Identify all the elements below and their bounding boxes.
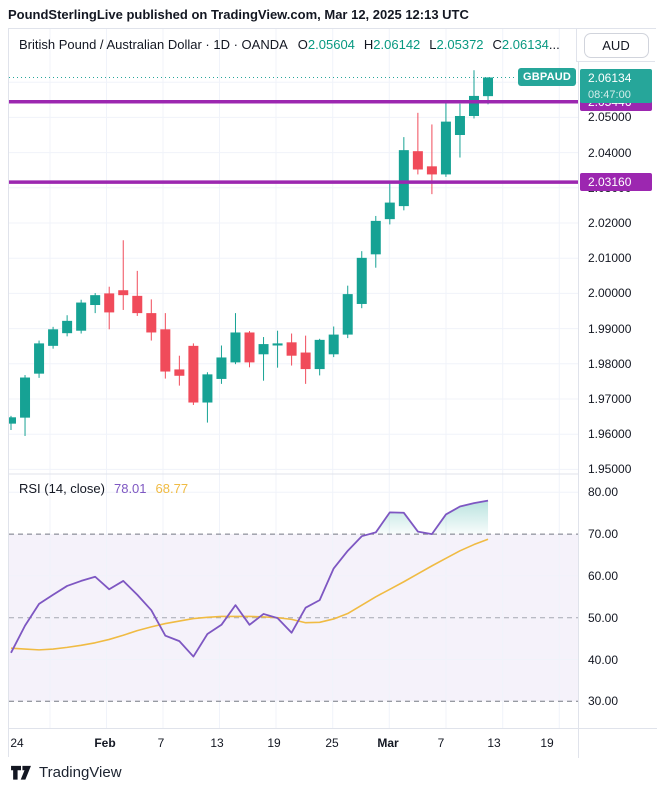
time-tick-label: 24	[10, 736, 24, 750]
candle-body	[34, 343, 45, 374]
candle-body	[440, 121, 451, 175]
candle-body	[328, 334, 339, 355]
rsi-line	[10, 499, 489, 658]
time-tick-label: 19	[540, 736, 554, 750]
candle-body	[286, 342, 297, 356]
rsi-ma-line	[10, 538, 489, 651]
rsi-value: 78.01	[113, 481, 147, 496]
candle-body	[398, 150, 409, 207]
tradingview-brand[interactable]: TradingView	[39, 763, 122, 781]
price-tick-label: 2.00000	[588, 286, 632, 301]
ohlc-values: O2.05604 H2.06142 L2.05372 C2.06134...	[298, 37, 560, 52]
price-tick-label: 40.00	[588, 652, 619, 667]
candle-body	[62, 320, 73, 334]
rsi-legend[interactable]: RSI (14, close) 78.01 68.77	[19, 481, 188, 496]
time-tick-label: 13	[210, 736, 224, 750]
time-tick-label: Feb	[94, 736, 116, 750]
ohlc-item: L2.05372	[429, 37, 484, 52]
price-tick-label: 2.02000	[588, 216, 632, 230]
candle-body	[468, 95, 479, 116]
candle-body	[230, 332, 241, 363]
time-tick-label: 19	[267, 736, 281, 750]
current-price-badge: 2.06134 08:47:00	[580, 68, 652, 103]
candle-body	[76, 302, 87, 331]
candle-body	[300, 352, 311, 370]
price-tick-label: 60.00	[588, 568, 619, 583]
currency-cell: AUD	[576, 29, 655, 62]
price-tick-label: 70.00	[588, 527, 619, 542]
candle-body	[272, 343, 283, 346]
candle-body	[104, 293, 115, 313]
price-tick-label: 1.99000	[588, 321, 632, 336]
attribution-bar: PoundSterlingLive published on TradingVi…	[0, 0, 657, 28]
candle-body	[370, 220, 381, 255]
candle-countdown: 08:47:00	[588, 88, 631, 101]
footer: TradingView	[10, 760, 122, 784]
candle-body	[412, 151, 423, 170]
candle-body	[244, 332, 255, 363]
tradingview-logo-icon	[11, 765, 31, 780]
symbol-legend[interactable]: British Pound / Australian Dollar · 1D ·…	[19, 37, 560, 52]
candle-body	[160, 329, 171, 372]
ohlc-item: O2.05604	[297, 37, 355, 52]
candle-body	[48, 329, 59, 346]
price-tick-label: 50.00	[588, 610, 619, 625]
price-tick-label: 2.01000	[588, 251, 632, 266]
candle-body	[90, 295, 101, 306]
candle-body	[384, 202, 395, 220]
candle-body	[426, 166, 437, 175]
price-tick-label: 1.95000	[588, 462, 632, 477]
ohlc-item: C2.06134...	[492, 37, 560, 52]
price-tick-label: 2.04000	[588, 145, 632, 160]
price-tick-label: 1.96000	[588, 427, 632, 442]
rsi-overbought-fill	[369, 500, 489, 535]
candle-body	[174, 369, 185, 376]
candle-body	[146, 313, 157, 333]
price-tick-label: 1.98000	[588, 356, 632, 371]
price-line-symbol-label: GBPAUD	[518, 68, 576, 87]
candle-body	[188, 345, 199, 403]
time-scale-divider	[578, 729, 579, 758]
candle-body	[454, 115, 465, 135]
rsi-ma-value: 68.77	[155, 481, 189, 496]
attribution-text: PoundSterlingLive published on TradingVi…	[8, 6, 469, 22]
time-tick-label: 25	[325, 736, 339, 750]
currency-button[interactable]: AUD	[583, 32, 649, 58]
price-tick-label: 30.00	[588, 694, 619, 709]
candle-body	[202, 374, 213, 403]
candle-body	[118, 290, 129, 296]
chart-canvas[interactable]	[9, 29, 578, 728]
candle-body	[342, 294, 353, 335]
candle-body	[258, 344, 269, 355]
ohlc-item: H2.06142	[363, 37, 421, 52]
candle-body	[216, 357, 227, 379]
price-tick-label: 1.97000	[588, 392, 632, 406]
price-tick-label: 2.05000	[588, 110, 632, 125]
time-tick-label: 7	[437, 736, 445, 750]
rsi-legend-label: RSI (14, close)	[19, 481, 105, 496]
chart-widget: British Pound / Australian Dollar · 1D ·…	[8, 28, 657, 758]
candle-body	[9, 417, 16, 424]
price-scale[interactable]: 2.050002.040002.030002.020002.010002.000…	[578, 29, 657, 728]
candle-body	[132, 295, 143, 314]
time-tick-label: Mar	[377, 736, 399, 750]
time-tick-label: 13	[487, 736, 501, 750]
level-price-badge: 2.03160	[580, 173, 652, 192]
candle-body	[314, 339, 325, 370]
time-scale[interactable]: 24 Feb 7 13 19 25 Mar 7 13 19	[9, 728, 657, 758]
candle-body	[20, 377, 31, 418]
candle-body	[483, 77, 494, 97]
price-tick-label: 80.00	[588, 485, 619, 500]
time-tick-label: 7	[157, 736, 165, 750]
symbol-title: British Pound / Australian Dollar · 1D ·…	[19, 37, 288, 52]
candle-body	[356, 257, 367, 304]
